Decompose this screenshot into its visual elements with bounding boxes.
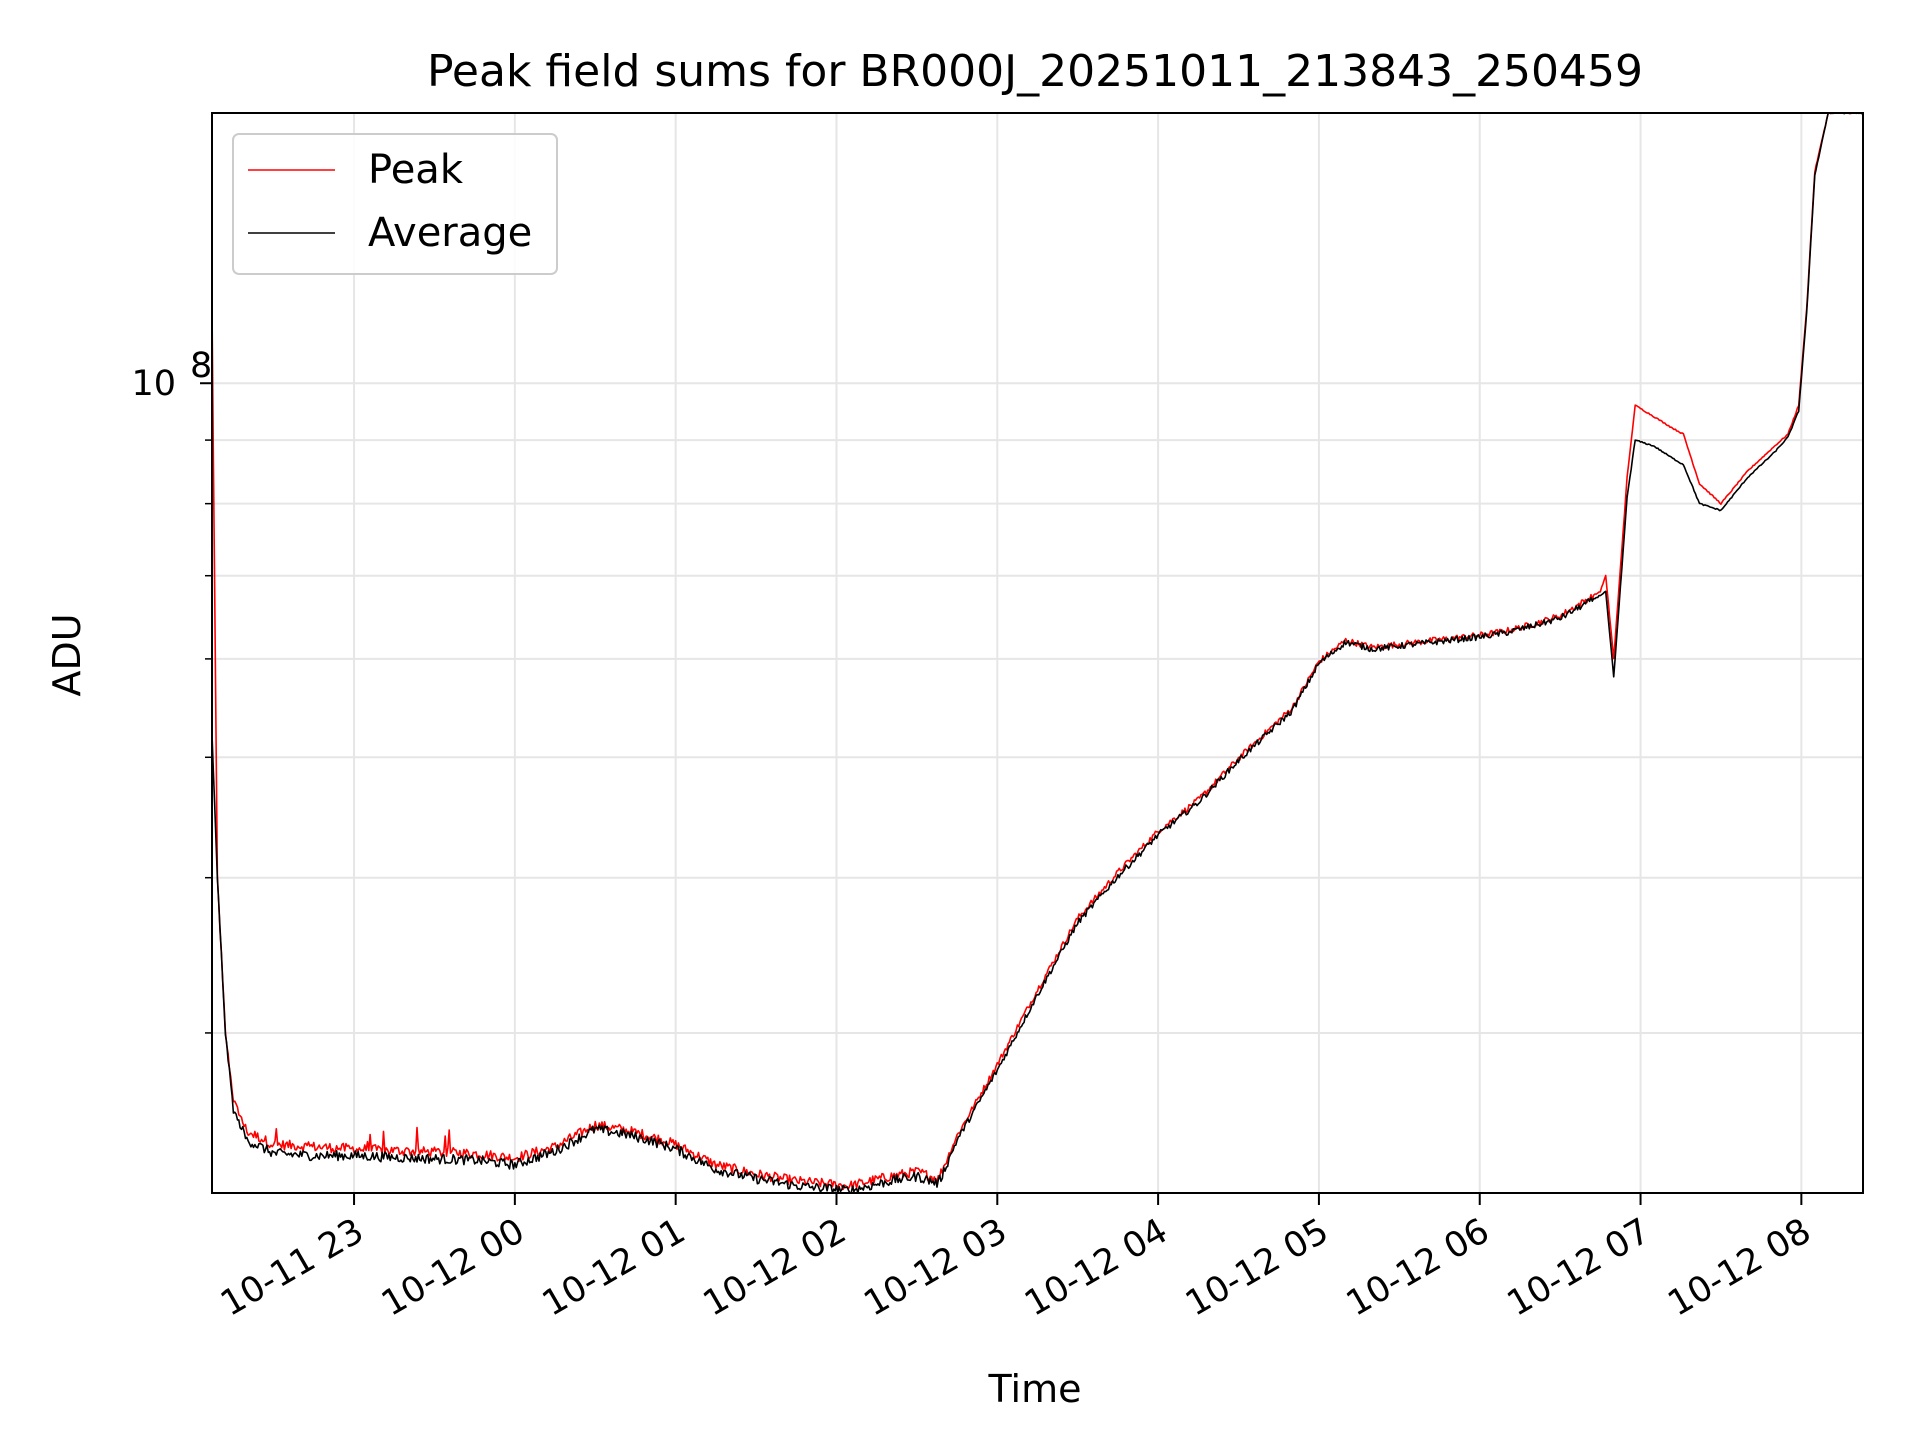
chart-title: Peak field sums for BR000J_20251011_2138… <box>427 46 1643 97</box>
plot-lines <box>211 112 1864 1194</box>
y-tick-label: 10 <box>131 364 176 404</box>
legend-label-peak: Peak <box>368 147 464 193</box>
series-line-average <box>211 112 1864 1194</box>
grid <box>212 113 1863 1193</box>
legend-box <box>232 133 558 275</box>
y-axis-label: ADU <box>45 613 89 696</box>
legend: Peak Average <box>232 133 558 275</box>
axes-frame <box>211 112 1864 1194</box>
y-tick-label-exponent: 8 <box>190 346 212 386</box>
x-axis-label: Time <box>988 1367 1082 1411</box>
legend-label-average: Average <box>368 210 532 256</box>
